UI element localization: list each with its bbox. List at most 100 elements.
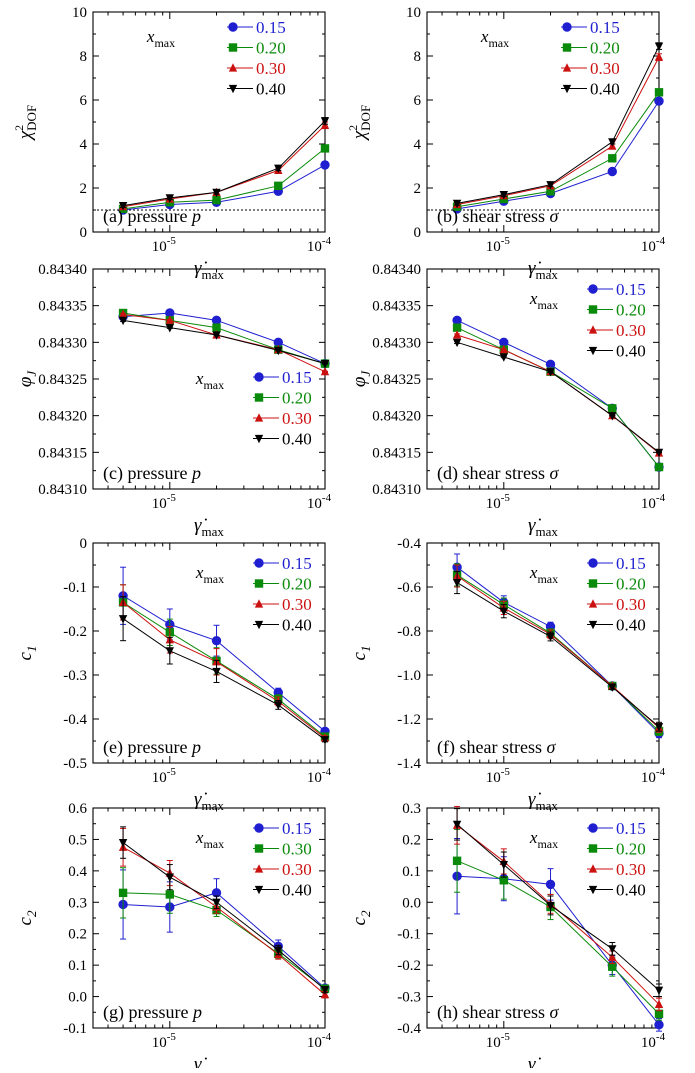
- legend-entry-label: 0.20: [616, 840, 646, 859]
- x-axis-label: γ̇max: [528, 1054, 558, 1068]
- x-tick-label: 10-4: [641, 492, 666, 512]
- y-axis-superscript: 2: [12, 125, 26, 131]
- y-tick-label: -0.2: [397, 958, 421, 974]
- data-point: [499, 344, 509, 354]
- data-point: [608, 412, 617, 421]
- series-0.40: [118, 826, 330, 995]
- legend-title-subscript: max: [537, 298, 558, 312]
- y-tick-label: 0.1: [68, 958, 87, 974]
- legend-swatch-marker: [228, 22, 238, 32]
- x-tick-base: 10: [307, 1035, 322, 1051]
- legend-swatch-marker: [562, 63, 572, 72]
- series-line: [123, 148, 326, 210]
- legend-swatch-marker: [254, 413, 264, 422]
- data-point: [499, 353, 509, 362]
- data-point: [452, 323, 462, 332]
- legend-entry-label: 0.30: [616, 595, 646, 614]
- legend-title-symbol: x: [529, 563, 538, 582]
- legend-title-symbol: x: [146, 27, 155, 46]
- data-point: [211, 635, 222, 646]
- annotation-text: (g) pressure: [103, 1002, 193, 1023]
- legend-entry-label: 0.15: [256, 18, 286, 37]
- data-point: [452, 820, 462, 830]
- data-point: [320, 117, 330, 126]
- y-axis-superscript: 2: [346, 125, 360, 131]
- legend-title-symbol: x: [195, 828, 204, 847]
- legend-swatch-marker: [588, 885, 598, 895]
- y-tick-label: 0.3: [402, 801, 421, 817]
- x-tick-base: 10: [641, 1035, 656, 1051]
- y-axis-subscript: 2: [24, 910, 39, 917]
- y-axis-symbol: φ: [15, 377, 36, 388]
- x-tick-label: 10-5: [486, 235, 511, 255]
- legend-entry-label: 0.15: [590, 18, 620, 37]
- chart-panel-c: 0.84310 0.84315 0.84320 0.84325 0.84330 0.843…: [15, 262, 332, 539]
- y-tick-label: 2: [80, 181, 88, 197]
- y-axis-subscript: DOF: [24, 105, 39, 131]
- legend-swatch-marker: [588, 325, 598, 334]
- legend-swatch-marker: [562, 43, 572, 52]
- legend-swatch-marker: [588, 599, 598, 608]
- legend: xmax 0.15 0.200.30 0.40: [146, 18, 286, 99]
- y-tick-label: 0: [80, 225, 88, 241]
- legend-title-subscript: max: [203, 378, 224, 392]
- legend: xmax 0.15 0.200.30 0.40: [529, 280, 646, 361]
- data-point: [608, 138, 617, 147]
- y-tick-label: -0.3: [63, 668, 87, 684]
- data-point: [654, 723, 664, 732]
- annotation-variable: p: [190, 463, 201, 483]
- data-point: [546, 901, 555, 911]
- legend-title: xmax: [195, 563, 224, 586]
- data-point: [320, 160, 330, 170]
- data-point: [546, 181, 555, 190]
- data-point: [654, 1020, 664, 1030]
- annotation-variable: σ: [549, 463, 559, 483]
- annotation-variable: p: [190, 206, 201, 226]
- x-axis-subscript: max: [536, 267, 559, 282]
- x-tick-label: 10-5: [486, 1031, 511, 1051]
- data-point: [118, 838, 128, 848]
- legend-entry-label: 0.30: [282, 595, 312, 614]
- legend-entry-label: 0.40: [590, 80, 620, 99]
- x-axis-subscript: max: [202, 267, 225, 282]
- x-tick-base: 10: [307, 496, 322, 512]
- legend-swatch-marker: [588, 620, 598, 630]
- data-point: [654, 88, 664, 97]
- legend-title-symbol: x: [195, 369, 204, 388]
- data-point: [499, 607, 509, 616]
- y-tick-label: 8: [80, 49, 88, 65]
- y-tick-label: 0.5: [68, 832, 87, 848]
- x-tick-base: 10: [152, 770, 167, 786]
- legend-title-subscript: max: [537, 837, 558, 851]
- series-0.40: [452, 571, 664, 732]
- y-tick-label: 0.84315: [38, 445, 87, 461]
- y-tick-label: 6: [80, 93, 88, 109]
- series-line: [123, 312, 326, 365]
- y-tick-label: 0.84320: [38, 409, 87, 425]
- data-point: [274, 346, 283, 356]
- series-0.40: [118, 596, 330, 745]
- legend-title: xmax: [146, 27, 175, 50]
- x-tick-label: 10-5: [152, 1031, 177, 1051]
- data-point: [165, 324, 175, 333]
- series-0.20: [118, 144, 330, 214]
- y-tick-label: -0.8: [397, 624, 421, 640]
- y-tick-label: 10: [72, 5, 87, 21]
- series-line: [456, 45, 660, 204]
- data-point: [452, 338, 462, 348]
- data-point: [499, 191, 509, 200]
- x-axis-label: γ̇max: [528, 258, 558, 282]
- x-axis-label: γ̇max: [194, 258, 224, 282]
- series-0.40: [452, 338, 664, 458]
- legend-swatch-marker: [254, 599, 264, 608]
- legend-title: xmax: [529, 289, 558, 312]
- y-tick-label: 0.2: [402, 832, 421, 848]
- x-tick-exponent: -5: [167, 766, 177, 778]
- x-tick-exponent: -4: [656, 235, 666, 247]
- legend-title-subscript: max: [203, 572, 224, 586]
- annotation-text: (b) shear stress: [437, 206, 549, 227]
- y-tick-label: -0.4: [63, 712, 87, 728]
- panel-annotation: (a) pressure p: [103, 206, 201, 227]
- legend-entry-label: 0.40: [282, 616, 312, 635]
- x-tick-base: 10: [486, 1035, 501, 1051]
